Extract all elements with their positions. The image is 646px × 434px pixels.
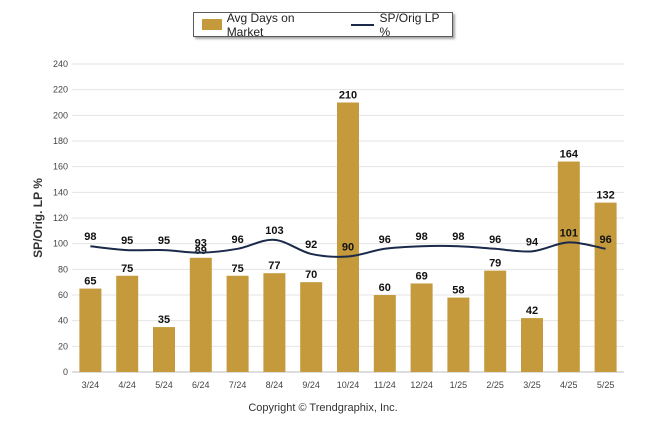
y-tick-label: 180 (53, 136, 68, 146)
y-tick-label: 20 (58, 341, 68, 351)
x-tick-label: 6/24 (192, 380, 210, 390)
bar-value-label: 132 (596, 190, 614, 202)
bar (153, 327, 175, 372)
x-tick-label: 2/25 (486, 380, 504, 390)
line-data-labels: 98 95 95 93 96 103 92 90 96 98 98 96 94 101 96 (84, 225, 611, 254)
bar-value-label: 75 (121, 263, 133, 275)
x-axis: 3/24 4/24 5/24 6/24 7/24 8/24 9/24 10/24 11/24 12… (82, 380, 615, 390)
bar (116, 275, 139, 372)
bar (263, 273, 286, 372)
line-value-label: 90 (342, 242, 354, 254)
y-tick-label: 0 (63, 367, 68, 377)
y-tick-label: 240 (53, 59, 68, 69)
line-value-label: 98 (452, 231, 464, 243)
bar (557, 161, 580, 372)
x-tick-label: 3/25 (523, 380, 541, 390)
bar-data-labels: 65 75 35 89 75 77 70 210 60 69 58 79 42 164 132 (84, 90, 615, 327)
line-value-label: 96 (489, 234, 501, 246)
y-tick-label: 160 (53, 162, 68, 172)
x-tick-label: 5/25 (597, 380, 615, 390)
line-value-label: 95 (158, 235, 170, 247)
legend-swatch-line (350, 23, 375, 26)
y-tick-label: 200 (53, 110, 68, 120)
y-tick-label: 140 (53, 187, 68, 197)
x-tick-label: 4/24 (118, 380, 136, 390)
bar-value-label: 70 (305, 269, 317, 281)
legend-swatch-bar (202, 19, 222, 30)
bar-value-label: 210 (339, 90, 357, 102)
bar (373, 295, 396, 372)
y-axis-label: SP/Orig. LP % (31, 178, 45, 258)
line-value-label: 103 (265, 225, 283, 237)
series-line (90, 238, 606, 258)
x-tick-label: 3/24 (82, 380, 100, 390)
bar-value-label: 164 (560, 149, 579, 161)
legend-item-line: SP/Orig LP % (341, 11, 452, 39)
x-tick-label: 12/24 (410, 380, 433, 390)
bar-value-label: 42 (526, 305, 538, 317)
x-tick-label: 10/24 (337, 380, 360, 390)
line-value-label: 94 (526, 236, 539, 248)
bar-value-label: 89 (195, 245, 207, 257)
bar (189, 257, 212, 372)
y-tick-label: 120 (53, 213, 68, 223)
legend: Avg Days on Market SP/Orig LP % (193, 11, 453, 39)
x-tick-label: 5/24 (155, 380, 173, 390)
bar-value-label: 75 (231, 263, 243, 275)
legend-item-bar: Avg Days on Market (202, 11, 333, 39)
bar (337, 102, 359, 372)
y-tick-label: 100 (53, 239, 68, 249)
bar (226, 275, 249, 372)
copyright-footer: Copyright © Trendgraphix, Inc. (248, 402, 398, 414)
line-value-label: 92 (305, 239, 317, 251)
x-tick-label: 9/24 (302, 380, 320, 390)
line-value-label: 101 (560, 227, 578, 239)
y-tick-label: 80 (58, 264, 68, 274)
line-value-label: 93 (195, 238, 207, 250)
bar-value-label: 79 (489, 258, 501, 270)
bar-value-label: 58 (452, 285, 464, 297)
line-value-label: 98 (415, 231, 427, 243)
bar (300, 282, 323, 372)
bar-value-label: 65 (84, 276, 96, 288)
y-tick-label: 220 (53, 85, 68, 95)
line-value-label: 98 (84, 231, 96, 243)
x-tick-label: 8/24 (266, 380, 284, 390)
x-tick-label: 11/24 (374, 380, 396, 390)
x-tick-label: 7/24 (229, 380, 247, 390)
legend-label-bar: Avg Days on Market (226, 10, 295, 39)
bar-value-label: 60 (379, 282, 391, 294)
line-value-label: 95 (121, 235, 133, 247)
y-tick-label: 60 (58, 290, 68, 300)
bar (594, 202, 617, 372)
line-value-label: 96 (379, 234, 391, 246)
bar (484, 270, 507, 372)
x-tick-label: 4/25 (560, 380, 578, 390)
bar-value-label: 77 (268, 260, 280, 272)
line-value-label: 96 (231, 234, 243, 246)
bar-series (79, 102, 617, 372)
legend-label-line: SP/Orig LP % (379, 10, 440, 39)
bar-value-label: 35 (158, 314, 170, 326)
line-value-label: 96 (599, 234, 611, 246)
x-tick-label: 1/25 (450, 380, 468, 390)
bar (410, 283, 433, 372)
line-series (90, 238, 606, 258)
bar (79, 288, 102, 372)
bar (521, 318, 543, 372)
bar-value-label: 69 (415, 270, 427, 282)
bar (447, 297, 470, 372)
y-tick-label: 40 (58, 316, 68, 326)
